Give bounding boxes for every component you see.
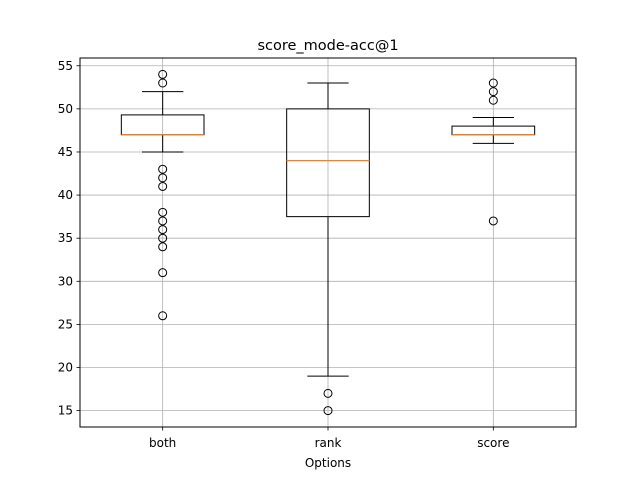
outlier-point: [158, 164, 168, 174]
outlier-point: [158, 311, 168, 321]
y-tick-label: 50: [58, 102, 73, 116]
y-tick-label: 35: [58, 231, 73, 245]
box-score: [451, 78, 536, 226]
box-body: [286, 108, 370, 218]
y-tick-label: 55: [58, 59, 73, 73]
axis-ticks: 15 20 25 30 35 40 45 50 55 both rank score: [58, 59, 510, 450]
x-tick-label: score: [477, 436, 509, 450]
box-both: [120, 69, 205, 321]
outlier-point: [488, 78, 498, 88]
y-tick-label: 20: [58, 361, 73, 375]
outlier-point: [488, 87, 498, 97]
outlier-point: [158, 207, 168, 217]
x-axis-label: Options: [305, 456, 351, 470]
outlier-point: [323, 406, 333, 416]
outlier-point: [158, 225, 168, 235]
boxes: [120, 69, 536, 416]
y-tick-label: 45: [58, 145, 73, 159]
box-rank: [286, 82, 370, 416]
outlier-point: [158, 216, 168, 226]
outlier-point: [158, 69, 168, 79]
outlier-point: [158, 78, 168, 88]
x-tick-label: rank: [315, 436, 342, 450]
outlier-point: [488, 216, 498, 226]
y-tick-label: 25: [58, 317, 73, 331]
y-tick-label: 30: [58, 274, 73, 288]
outlier-point: [158, 233, 168, 243]
outlier-point: [488, 95, 498, 105]
chart-title: score_mode-acc@1: [257, 38, 398, 54]
outlier-point: [323, 388, 333, 398]
y-tick-label: 40: [58, 188, 73, 202]
y-tick-label: 15: [58, 404, 73, 418]
outlier-point: [158, 181, 168, 191]
outlier-point: [158, 268, 168, 278]
outlier-point: [158, 242, 168, 252]
outlier-point: [158, 173, 168, 183]
x-tick-label: both: [149, 436, 176, 450]
